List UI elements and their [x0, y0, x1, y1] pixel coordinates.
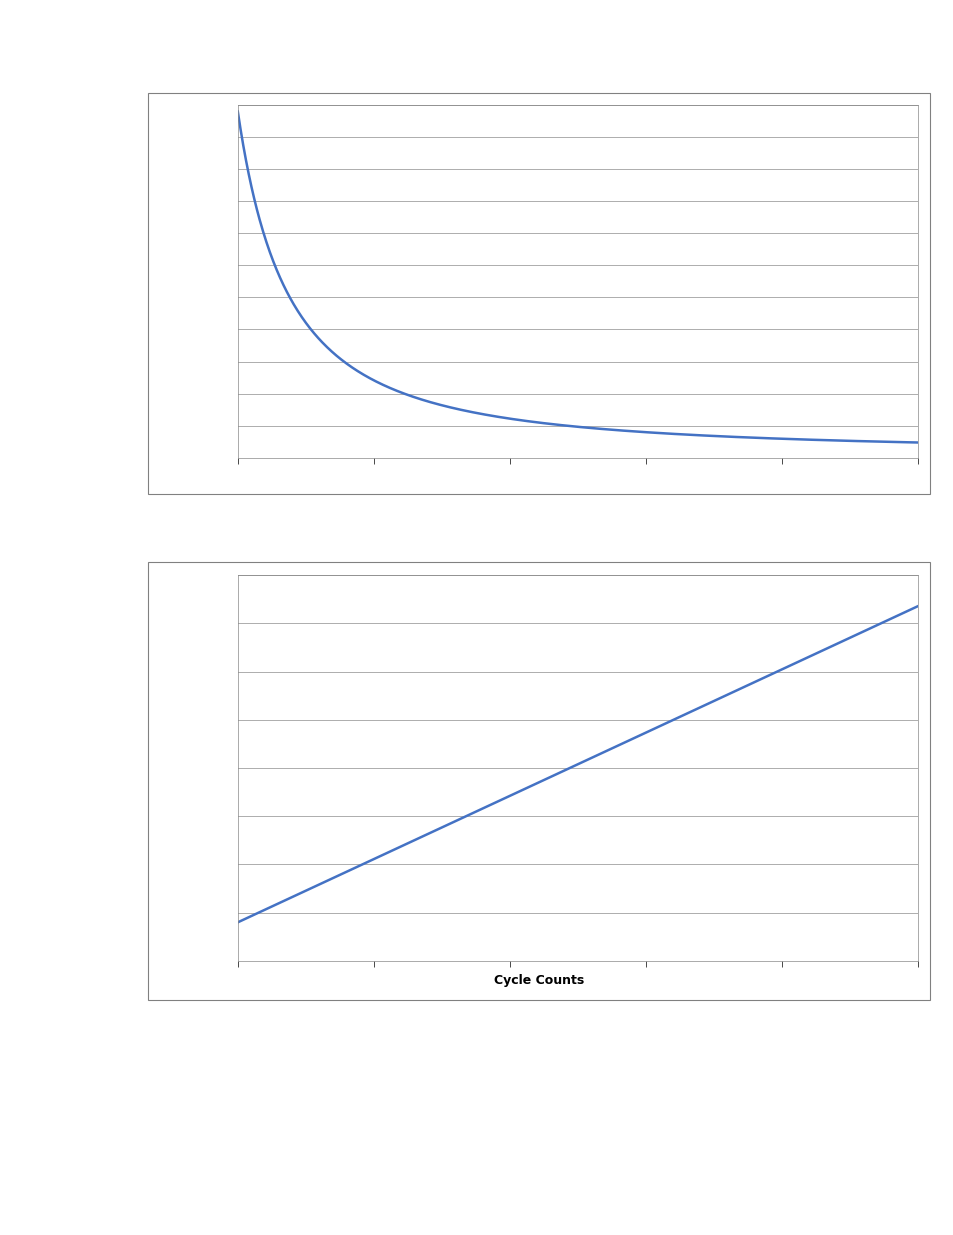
Text: Cycle Counts: Cycle Counts: [494, 974, 583, 987]
